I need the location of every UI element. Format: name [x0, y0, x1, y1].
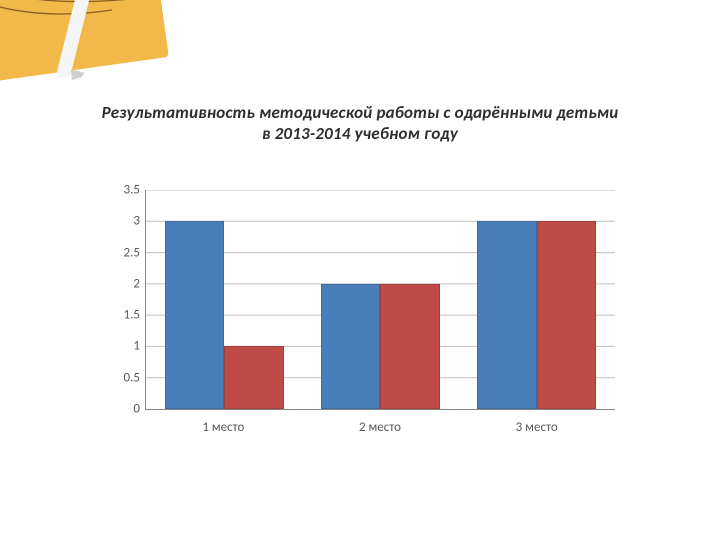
bar-series-b: [380, 284, 439, 409]
y-tick-label: 2: [133, 276, 140, 291]
slide: Результативность методической работы с о…: [0, 0, 720, 540]
y-tick-label: 2.5: [124, 245, 140, 260]
x-axis-labels: 1 место2 место3 место: [145, 416, 615, 440]
bar-series-a: [165, 221, 224, 409]
y-tick-label: 0: [133, 402, 140, 417]
x-tick-label: 3 место: [458, 416, 615, 440]
bar-group: [459, 190, 615, 409]
slide-title: Результативность методической работы с о…: [0, 102, 720, 145]
bar-chart: 00.511.522.533.5 1 место2 место3 место: [100, 180, 630, 440]
x-tick-label: 1 место: [145, 416, 302, 440]
y-tick-label: 3.5: [124, 183, 140, 198]
y-tick-label: 1: [133, 339, 140, 354]
y-tick-label: 0.5: [124, 370, 140, 385]
x-tick-label: 2 место: [302, 416, 459, 440]
y-tick-label: 3: [133, 214, 140, 229]
plot-area: 00.511.522.533.5: [145, 190, 615, 410]
bar-series-b: [224, 346, 283, 409]
bar-group: [302, 190, 458, 409]
y-tick-label: 1.5: [124, 308, 140, 323]
bar-series-b: [537, 221, 596, 409]
bar-series-a: [477, 221, 536, 409]
bar-series-a: [321, 284, 380, 409]
bar-groups: [146, 190, 615, 409]
title-line-1: Результативность методической работы с о…: [102, 102, 619, 123]
title-line-2: в 2013-2014 учебном году: [262, 123, 458, 144]
bar-group: [146, 190, 302, 409]
